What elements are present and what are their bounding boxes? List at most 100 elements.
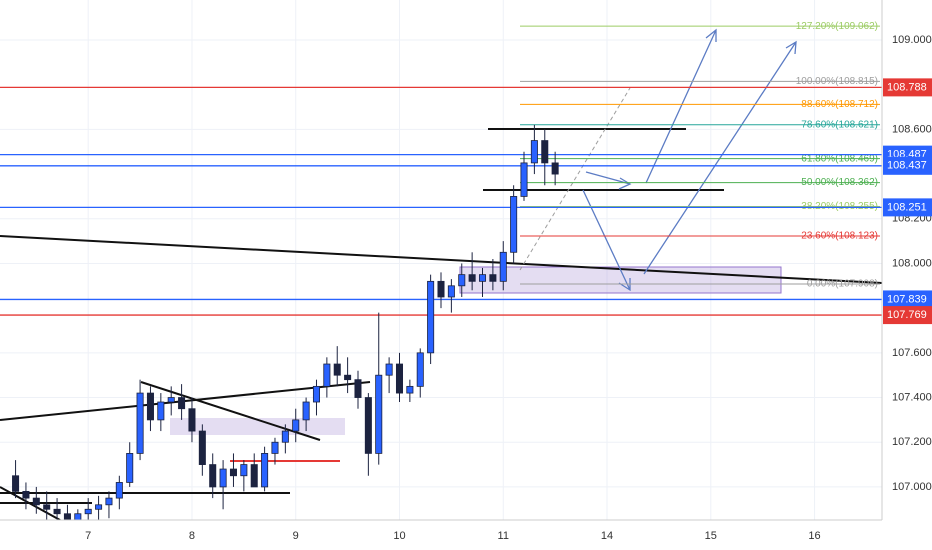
fib-label: 50.00%(108.362): [801, 177, 878, 188]
price-label: 107.769: [887, 309, 927, 321]
fib-label: 0.00%(107.908): [807, 279, 878, 290]
fib-levels: 127.20%(109.062) 100.00%(108.815) 88.60%(1…: [520, 21, 880, 290]
candle-body: [22, 490, 30, 499]
y-tick-label: 108.000: [892, 257, 932, 269]
candle-body: [458, 274, 466, 287]
zone: [459, 266, 782, 294]
candle-body: [354, 379, 362, 398]
candle-body: [95, 504, 103, 510]
candle-body: [281, 430, 289, 443]
candle-body: [240, 464, 248, 477]
candle-body: [468, 274, 476, 282]
candle-body: [188, 408, 196, 432]
x-tick-label: 14: [601, 530, 613, 542]
axis-labels: 109.000108.600108.200108.000107.600107.4…: [85, 34, 932, 542]
fib-label: 38.20%(108.255): [801, 201, 878, 212]
candle-body: [53, 508, 61, 515]
price-label: 108.788: [887, 81, 927, 93]
candle-body: [447, 285, 455, 298]
time-axis: [0, 520, 882, 550]
y-tick-label: 107.200: [892, 436, 932, 448]
candle-body: [136, 392, 144, 454]
zone: [170, 418, 345, 435]
x-tick-label: 7: [85, 530, 91, 542]
arrows: [582, 28, 797, 292]
candle-body: [437, 280, 445, 298]
candle-body: [344, 374, 352, 381]
x-tick-label: 8: [189, 530, 195, 542]
fib-label: 127.20%(109.062): [796, 21, 878, 32]
candle-body: [302, 401, 310, 421]
candle-body: [292, 419, 300, 432]
candle-body: [364, 397, 372, 454]
candle-body: [333, 363, 341, 376]
x-tick-label: 10: [393, 530, 405, 542]
y-tick-label: 107.400: [892, 391, 932, 403]
candle-body: [219, 468, 227, 488]
fib-label: 100.00%(108.815): [796, 76, 878, 87]
candle-body: [271, 441, 279, 454]
price-label-box: [883, 78, 932, 97]
dashed-line: [519, 87, 631, 271]
candle-body: [12, 475, 20, 492]
candle-body: [178, 397, 186, 410]
x-tick-label: 16: [808, 530, 820, 542]
candle-body: [427, 280, 435, 354]
x-tick-label: 9: [293, 530, 299, 542]
price-label-box: [883, 156, 932, 175]
candle-body: [146, 392, 154, 421]
candle-body: [395, 363, 404, 394]
x-tick-label: 15: [705, 530, 717, 542]
fib-label: 88.60%(108.712): [801, 99, 878, 110]
candle-body: [489, 274, 497, 282]
candle-body: [209, 464, 217, 488]
candle-body: [229, 468, 237, 477]
candle-body: [157, 401, 165, 421]
price-label: 108.251: [887, 201, 927, 213]
y-tick-label: 109.000: [892, 34, 932, 46]
candle-body: [261, 453, 269, 488]
candle-body: [375, 374, 383, 454]
candle-body: [323, 363, 331, 387]
candle-body: [312, 385, 320, 403]
candle-body: [499, 251, 507, 282]
price-label-box: [883, 290, 932, 309]
candle-body: [551, 162, 559, 175]
fib-label: 23.60%(108.123): [801, 231, 878, 242]
candle-body: [167, 397, 175, 403]
candle-body: [63, 513, 71, 521]
y-tick-label: 107.600: [892, 347, 932, 359]
candle-body: [43, 504, 51, 510]
candle-body: [105, 497, 113, 506]
candle-body: [510, 196, 518, 253]
y-tick-label: 107.000: [892, 481, 932, 493]
fib-label: 61.80%(108.469): [801, 153, 878, 164]
candle-body: [530, 140, 538, 164]
price-label-box: [883, 306, 932, 325]
price-label-box: [883, 198, 932, 217]
candle-body: [74, 513, 82, 521]
candle-body: [478, 274, 487, 282]
trendline: [0, 235, 883, 284]
candle-body: [126, 453, 134, 483]
price-label: 107.839: [887, 293, 927, 305]
candle-body: [115, 482, 123, 499]
candle-body: [84, 508, 92, 515]
candle-body: [250, 464, 258, 488]
candle-body: [198, 430, 206, 465]
candle-body: [416, 352, 424, 387]
candle-body: [520, 162, 528, 197]
price-label: 108.437: [887, 160, 927, 172]
x-tick-label: 11: [498, 530, 509, 542]
candle-body: [541, 140, 549, 164]
candle-body: [406, 385, 414, 394]
trendline: [0, 486, 61, 521]
drawings: [0, 28, 883, 521]
candle-body: [385, 363, 393, 376]
y-tick-label: 108.600: [892, 123, 932, 135]
candle-body: [32, 497, 40, 506]
candles: [12, 124, 559, 532]
fib-label: 78.60%(108.621): [801, 119, 878, 130]
